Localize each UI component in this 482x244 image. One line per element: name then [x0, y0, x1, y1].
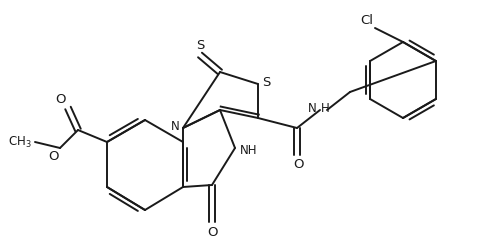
- Text: S: S: [262, 77, 270, 90]
- Text: N: N: [308, 102, 317, 115]
- Text: O: O: [293, 158, 303, 171]
- Text: H: H: [321, 102, 330, 115]
- Text: O: O: [207, 226, 217, 239]
- Text: O: O: [49, 150, 59, 163]
- Text: NH: NH: [240, 144, 257, 157]
- Text: Cl: Cl: [360, 14, 373, 27]
- Text: S: S: [196, 39, 204, 52]
- Text: CH$_3$: CH$_3$: [8, 134, 32, 150]
- Text: O: O: [55, 93, 66, 106]
- Text: N: N: [171, 120, 180, 132]
